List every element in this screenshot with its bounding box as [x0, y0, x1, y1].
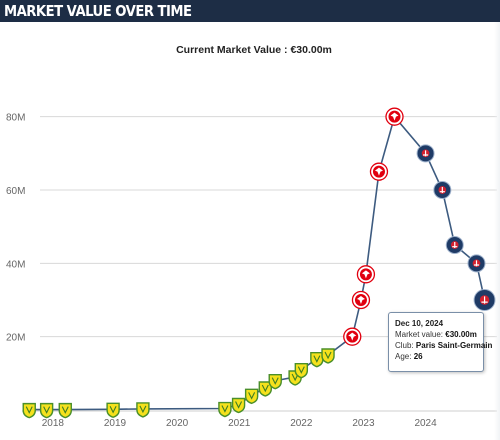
tooltip-club: Paris Saint-Germain [415, 341, 493, 350]
nantes-crest-icon [268, 373, 282, 390]
data-point-psg[interactable] [445, 236, 464, 254]
data-point-tooltip: Dec 10, 2024 Market value: €30.00m Club:… [388, 312, 492, 372]
x-axis-ticks: 2018 2019 2020 2021 2022 2023 2024 [42, 418, 437, 429]
header-bar: MARKET VALUE OVER TIME [0, 0, 500, 22]
tooltip-club-label: Club: [395, 341, 414, 350]
eagle-icon [390, 112, 399, 121]
x-tick-label: 2020 [166, 418, 189, 429]
data-point-nantes[interactable] [258, 381, 272, 397]
data-point-nantes[interactable] [321, 348, 335, 364]
data-point-frankfurt[interactable] [369, 162, 389, 181]
y-tick-label: 20M [6, 333, 25, 344]
y-tick-label: 60M [6, 186, 25, 197]
nantes-crest-mark [61, 406, 69, 414]
nantes-crest-mark [109, 406, 117, 414]
tooltip-date: Dec 10, 2024 [395, 319, 444, 328]
nantes-crest-icon [321, 348, 335, 364]
nantes-crest-mark [25, 406, 33, 414]
nantes-crest-mark [261, 384, 269, 393]
eagle-icon [356, 296, 365, 304]
nantes-crest-mark [297, 366, 305, 374]
nantes-crest-icon [39, 402, 54, 419]
nantes-crest-mark [235, 401, 243, 409]
x-tick-label: 2021 [228, 418, 251, 429]
eiffel-tower-icon [452, 242, 458, 248]
eiffel-tower-icon [423, 150, 429, 157]
y-axis-ticks: 20M 40M 60M 80M [6, 113, 25, 344]
nantes-crest-icon [231, 397, 246, 414]
eiffel-tower-icon [481, 296, 488, 304]
tooltip-age: 26 [413, 352, 423, 361]
data-point-nantes[interactable] [310, 351, 324, 368]
data-point-nantes[interactable] [244, 388, 259, 405]
nantes-crest-icon [22, 402, 36, 419]
nantes-crest-icon [294, 362, 309, 379]
nantes-crest-icon [58, 402, 72, 419]
data-point-nantes[interactable] [294, 362, 309, 379]
nantes-crest-icon [136, 402, 150, 418]
eagle-icon [361, 270, 370, 279]
scroll-edge-shadow [494, 22, 500, 440]
data-point-frankfurt[interactable] [351, 290, 371, 310]
nantes-crest-icon [218, 401, 232, 418]
y-tick-label: 40M [6, 259, 25, 270]
data-point-psg[interactable] [473, 289, 496, 311]
data-point-nantes[interactable] [136, 402, 150, 418]
nantes-crest-mark [271, 377, 279, 385]
section-title: MARKET VALUE OVER TIME [4, 2, 192, 20]
nantes-crest-mark [139, 405, 147, 414]
data-point-frankfurt[interactable] [343, 327, 362, 346]
nantes-crest-mark [221, 405, 229, 413]
x-tick-label: 2019 [104, 418, 127, 429]
tooltip-age-row: Age: 26 [395, 351, 477, 362]
tooltip-market-value-label: Market value: [395, 330, 444, 339]
data-point-psg[interactable] [416, 144, 435, 163]
nantes-crest-mark [248, 392, 256, 400]
y-tick-label: 80M [6, 113, 25, 124]
eagle-icon [374, 167, 383, 176]
tooltip-market-value-row: Market value: €30.00m [395, 329, 477, 340]
data-point-nantes[interactable] [268, 373, 282, 390]
nantes-crest-mark [313, 355, 321, 363]
data-point-nantes[interactable] [58, 402, 72, 419]
eiffel-tower-icon [439, 187, 445, 193]
tooltip-market-value: €30.00m [445, 330, 477, 339]
data-point-frankfurt[interactable] [385, 107, 404, 126]
nantes-crest-icon [244, 388, 259, 405]
data-point-nantes[interactable] [39, 402, 54, 419]
data-point-nantes[interactable] [22, 402, 36, 419]
nantes-crest-icon [106, 402, 120, 419]
data-point-nantes[interactable] [231, 397, 246, 414]
x-tick-label: 2022 [290, 418, 313, 429]
data-point-nantes[interactable] [218, 401, 232, 418]
data-point-nantes[interactable] [106, 402, 120, 419]
eiffel-tower-icon [473, 260, 480, 267]
current-market-value: Current Market Value : €30.00m [176, 44, 332, 56]
x-tick-label: 2023 [352, 418, 375, 429]
data-point-psg[interactable] [467, 254, 486, 273]
data-point-psg[interactable] [433, 181, 452, 199]
tooltip-age-label: Age: [395, 352, 412, 361]
eagle-icon [348, 332, 357, 341]
data-point-frankfurt[interactable] [356, 265, 376, 284]
x-tick-label: 2024 [414, 418, 437, 429]
nantes-crest-icon [310, 351, 324, 368]
x-tick-label: 2018 [42, 418, 65, 429]
nantes-crest-mark [43, 406, 51, 414]
tooltip-club-row: Club: Paris Saint-Germain [395, 340, 492, 351]
nantes-crest-mark [324, 351, 332, 360]
